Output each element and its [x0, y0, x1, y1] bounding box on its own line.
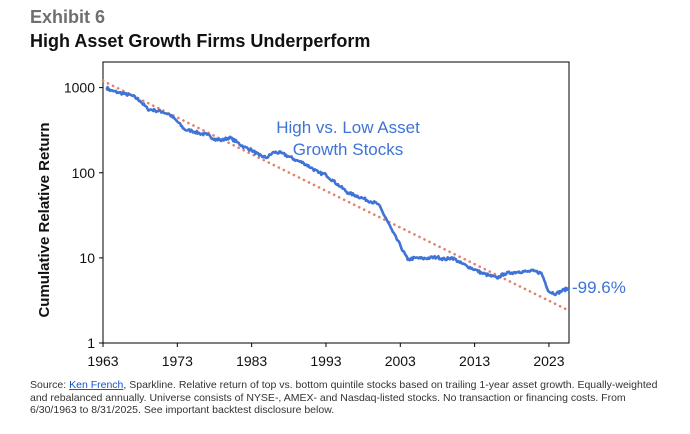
x-tick-label: 2013 — [459, 353, 490, 369]
y-tick-label: 1000 — [64, 80, 95, 96]
x-tick-label: 1983 — [236, 353, 267, 369]
chart-title: High Asset Growth Firms Underperform — [30, 31, 371, 51]
source-text: , Sparkline. Relative return of top vs. … — [30, 379, 658, 416]
x-tick-label: 2003 — [385, 353, 416, 369]
series-label-line-1: High vs. Low Asset — [276, 118, 420, 137]
source-note: Source: Ken French, Sparkline. Relative … — [30, 379, 670, 417]
x-tick-label: 1963 — [87, 353, 118, 369]
x-tick-label: 1993 — [310, 353, 341, 369]
plot-frame — [102, 61, 570, 344]
ken-french-link[interactable]: Ken French — [69, 379, 124, 391]
series-line — [105, 85, 571, 297]
y-tick-label: 10 — [79, 250, 95, 266]
chart: Cumulative Relative Return 1 10 100 1000 19… — [36, 61, 626, 369]
source-prefix: Source: — [30, 379, 70, 391]
series-label-line-2: Growth Stocks — [293, 140, 404, 159]
x-tick-label: 2023 — [533, 353, 564, 369]
exhibit-label: Exhibit 6 — [30, 7, 106, 27]
end-value-annotation: -99.6% — [572, 278, 626, 297]
y-tick-label: 100 — [72, 165, 96, 181]
x-tick-label: 1973 — [162, 353, 193, 369]
y-axis-label: Cumulative Relative Return — [36, 122, 53, 317]
y-tick-label: 1 — [87, 335, 95, 351]
